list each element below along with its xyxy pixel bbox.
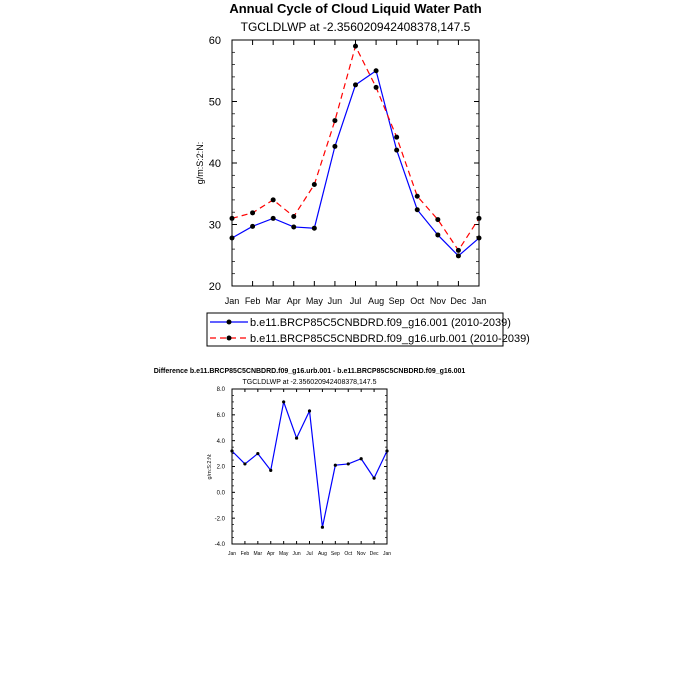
- data-point: [294, 436, 299, 440]
- x-tick-label: Dec: [450, 296, 467, 306]
- y-axis-label: g/m:S:2:N:: [207, 453, 213, 479]
- data-point: [332, 143, 338, 149]
- x-tick-label: Sep: [389, 296, 405, 306]
- x-tick-label: Apr: [287, 296, 301, 306]
- data-point: [250, 223, 256, 229]
- chart-0-plot-frame: [231, 39, 480, 287]
- data-point: [270, 197, 276, 203]
- data-point: [243, 462, 247, 466]
- data-point: [311, 182, 317, 188]
- data-point: [311, 225, 317, 231]
- data-point: [394, 134, 400, 140]
- x-tick-label: Sep: [331, 551, 340, 557]
- data-point: [307, 409, 312, 413]
- x-tick-label: Jan: [383, 551, 391, 557]
- x-tick-label: Jan: [225, 296, 240, 306]
- y-tick-label: 40: [209, 158, 221, 170]
- data-point: [332, 118, 338, 124]
- data-point: [435, 217, 441, 223]
- x-tick-label: Aug: [368, 296, 384, 306]
- data-point: [270, 215, 276, 221]
- data-point: [353, 82, 358, 88]
- data-point: [373, 68, 379, 74]
- x-tick-label: Jun: [328, 296, 343, 306]
- x-tick-label: Mar: [265, 296, 281, 306]
- chart-0-subtitle: TGCLDLWP at -2.356020942408378,147.5: [241, 20, 471, 34]
- data-point: [291, 214, 297, 220]
- data-point: [250, 210, 256, 216]
- data-point: [455, 247, 461, 253]
- x-tick-label: Jan: [228, 551, 236, 557]
- data-point: [346, 462, 350, 466]
- data-point: [269, 468, 273, 472]
- series-line-1: [231, 69, 480, 257]
- x-tick-label: Feb: [245, 296, 261, 306]
- data-point: [414, 207, 420, 213]
- x-tick-label: May: [279, 551, 289, 557]
- data-point: [320, 525, 325, 529]
- x-tick-label: May: [306, 296, 324, 306]
- data-point: [230, 449, 234, 453]
- y-axis-label: g/m:S:2:N:: [195, 142, 205, 185]
- y-tick-label: 50: [209, 96, 221, 108]
- chart-1-subtitle: TGCLDLWP at -2.356020942408378,147.5: [242, 379, 376, 386]
- y-tick-label: 60: [209, 35, 221, 47]
- legend-marker-2: [226, 335, 232, 341]
- x-tick-label: Feb: [241, 551, 250, 557]
- y-tick-label: 8.0: [217, 387, 226, 393]
- legend-box: [206, 312, 504, 347]
- data-point: [476, 235, 482, 241]
- x-tick-label: Mar: [254, 551, 263, 557]
- data-point: [394, 147, 400, 153]
- x-tick-label: Nov: [357, 551, 366, 557]
- legend-label-2: b.e11.BRCP85C5CNBDRD.f09_g16.urb.001 (20…: [250, 333, 530, 345]
- data-point: [476, 215, 482, 221]
- x-tick-label: Dec: [370, 551, 379, 557]
- data-point: [229, 235, 235, 241]
- x-tick-label: Oct: [410, 296, 425, 306]
- data-point: [282, 400, 286, 404]
- data-point: [359, 457, 363, 461]
- x-tick-label: Aug: [318, 551, 327, 557]
- y-tick-label: 0.0: [217, 490, 226, 496]
- series-line-1: [231, 399, 388, 528]
- data-point: [435, 232, 441, 238]
- data-point: [256, 451, 260, 456]
- y-tick-label: 20: [209, 281, 221, 293]
- y-tick-label: 30: [209, 219, 221, 231]
- x-tick-label: Jan: [472, 296, 487, 306]
- y-tick-label: 6.0: [217, 413, 226, 419]
- y-tick-label: -2.0: [215, 516, 226, 522]
- x-tick-label: Apr: [267, 551, 275, 557]
- data-point: [385, 449, 389, 453]
- x-tick-label: Oct: [344, 551, 352, 557]
- chart-1-title: Difference b.e11.BRCP85C5CNBDRD.f09_g16.…: [154, 368, 466, 375]
- x-tick-label: Jul: [306, 551, 312, 557]
- data-point: [291, 224, 297, 230]
- data-point: [414, 193, 420, 199]
- y-tick-label: 2.0: [217, 465, 226, 471]
- y-tick-label: -4.0: [215, 542, 226, 548]
- x-tick-label: Nov: [430, 296, 447, 306]
- data-point: [353, 43, 358, 49]
- y-tick-label: 4.0: [217, 439, 226, 445]
- data-point: [455, 253, 461, 259]
- data-point: [229, 215, 235, 221]
- chart-0-title: Annual Cycle of Cloud Liquid Water Path: [229, 1, 481, 16]
- legend-marker-1: [226, 319, 232, 325]
- data-point: [333, 463, 337, 467]
- legend-label-1: b.e11.BRCP85C5CNBDRD.f09_g16.001 (2010-2…: [250, 317, 511, 329]
- data-point: [372, 476, 376, 480]
- x-tick-label: Jun: [293, 551, 301, 557]
- data-point: [373, 84, 379, 90]
- x-tick-label: Jul: [350, 296, 362, 306]
